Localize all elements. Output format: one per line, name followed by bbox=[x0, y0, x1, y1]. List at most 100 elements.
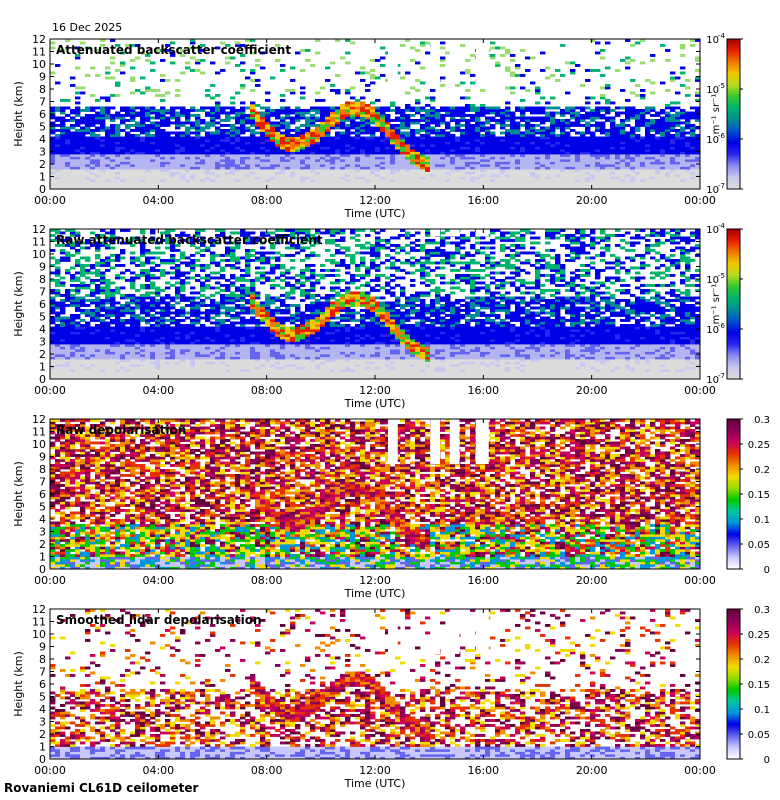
y-axis-label: Height (km) bbox=[12, 81, 25, 147]
colorbar-tick-exponent: -7 bbox=[718, 182, 725, 190]
x-tick-label: 12:00 bbox=[359, 574, 391, 587]
y-tick-label: 3 bbox=[39, 146, 46, 159]
x-tick-label: 16:00 bbox=[467, 764, 499, 777]
heatmap-field bbox=[50, 419, 700, 569]
panel-title: Raw attenuated backscatter coefficient bbox=[56, 233, 323, 247]
x-tick-label: 20:00 bbox=[576, 574, 608, 587]
y-tick-label: 2 bbox=[39, 728, 46, 741]
colorbar-tick-exponent: -5 bbox=[718, 272, 725, 280]
x-tick-label: 08:00 bbox=[251, 574, 283, 587]
y-tick-label: 4 bbox=[39, 323, 46, 336]
y-tick-label: 6 bbox=[39, 108, 46, 121]
y-tick-label: 4 bbox=[39, 703, 46, 716]
y-tick-label: 11 bbox=[32, 46, 46, 59]
colorbar-tick-label: 0.1 bbox=[754, 515, 770, 526]
y-tick-label: 2 bbox=[39, 158, 46, 171]
colorbar-tick-label: 0 bbox=[764, 755, 770, 766]
colorbar-tick-label: 0.05 bbox=[748, 730, 770, 741]
colorbar-tick-exponent: -5 bbox=[718, 82, 725, 90]
x-tick-label: 08:00 bbox=[251, 764, 283, 777]
x-axis-label: Time (UTC) bbox=[344, 397, 406, 410]
colorbar-tick-label: 0.3 bbox=[754, 415, 770, 426]
y-tick-label: 10 bbox=[32, 58, 46, 71]
y-axis-label: Height (km) bbox=[12, 461, 25, 527]
x-tick-label: 04:00 bbox=[142, 574, 174, 587]
y-tick-label: 4 bbox=[39, 513, 46, 526]
y-tick-label: 1 bbox=[39, 361, 46, 374]
x-tick-label: 20:00 bbox=[576, 194, 608, 207]
y-tick-label: 12 bbox=[32, 223, 46, 236]
y-tick-label: 5 bbox=[39, 121, 46, 134]
colorbar-tick-label: 0.25 bbox=[748, 440, 770, 451]
y-tick-label: 8 bbox=[39, 653, 46, 666]
x-axis-label: Time (UTC) bbox=[344, 587, 406, 600]
y-tick-label: 10 bbox=[32, 438, 46, 451]
colorbar-tick-label: 0.1 bbox=[754, 705, 770, 716]
y-tick-label: 1 bbox=[39, 551, 46, 564]
panel-title: Smoothed lidar depolarisation bbox=[56, 613, 262, 627]
colorbar-tick-exponent: -7 bbox=[718, 372, 725, 380]
panel-title: Attenuated backscatter coefficient bbox=[56, 43, 291, 57]
colorbar: 00.050.10.150.20.250.3 bbox=[727, 605, 770, 766]
colorbar-tick-label: 0.3 bbox=[754, 605, 770, 616]
y-tick-label: 3 bbox=[39, 526, 46, 539]
x-axis-label: Time (UTC) bbox=[344, 777, 406, 790]
y-tick-label: 1 bbox=[39, 741, 46, 754]
colorbar-tick-exponent: -4 bbox=[718, 222, 726, 230]
y-tick-label: 12 bbox=[32, 603, 46, 616]
x-tick-label: 00:00 bbox=[34, 764, 66, 777]
y-tick-label: 7 bbox=[39, 666, 46, 679]
x-tick-label: 16:00 bbox=[467, 574, 499, 587]
y-tick-label: 8 bbox=[39, 273, 46, 286]
x-tick-label: 12:00 bbox=[359, 764, 391, 777]
y-tick-label: 5 bbox=[39, 501, 46, 514]
colorbar-tick-label: 0.05 bbox=[748, 540, 770, 551]
y-tick-label: 9 bbox=[39, 261, 46, 274]
y-tick-label: 7 bbox=[39, 286, 46, 299]
x-tick-label: 20:00 bbox=[576, 384, 608, 397]
colorbar-tick-label: 0.2 bbox=[754, 655, 770, 666]
y-tick-label: 6 bbox=[39, 678, 46, 691]
x-tick-label: 00:00 bbox=[34, 574, 66, 587]
y-tick-label: 3 bbox=[39, 336, 46, 349]
colorbar-tick-label: 0.15 bbox=[748, 490, 770, 501]
y-tick-label: 2 bbox=[39, 348, 46, 361]
y-tick-label: 6 bbox=[39, 488, 46, 501]
x-tick-label: 00:00 bbox=[34, 194, 66, 207]
colorbar: 10-710-610-510 -4m⁻¹ sr⁻¹ bbox=[706, 32, 743, 196]
y-axis-label: Height (km) bbox=[12, 651, 25, 717]
y-tick-label: 11 bbox=[32, 236, 46, 249]
y-tick-label: 10 bbox=[32, 248, 46, 261]
y-tick-label: 8 bbox=[39, 463, 46, 476]
y-tick-label: 11 bbox=[32, 426, 46, 439]
y-tick-label: 7 bbox=[39, 96, 46, 109]
y-tick-label: 7 bbox=[39, 476, 46, 489]
y-tick-label: 9 bbox=[39, 451, 46, 464]
x-tick-label: 04:00 bbox=[142, 764, 174, 777]
x-tick-label: 04:00 bbox=[142, 384, 174, 397]
colorbar: 10-710-610-510 -4m⁻¹ sr⁻¹ bbox=[706, 222, 743, 386]
panel-title: Raw depolarisation bbox=[56, 423, 186, 437]
y-tick-label: 12 bbox=[32, 33, 46, 46]
x-tick-label: 00:00 bbox=[684, 574, 716, 587]
y-tick-label: 8 bbox=[39, 83, 46, 96]
colorbar-unit: m⁻¹ sr⁻¹ bbox=[711, 94, 722, 135]
x-tick-label: 08:00 bbox=[251, 194, 283, 207]
x-tick-label: 20:00 bbox=[576, 764, 608, 777]
y-tick-label: 5 bbox=[39, 691, 46, 704]
x-tick-label: 12:00 bbox=[359, 194, 391, 207]
colorbar-tick-label: 0.2 bbox=[754, 465, 770, 476]
x-axis-label: Time (UTC) bbox=[344, 207, 406, 220]
y-tick-label: 5 bbox=[39, 311, 46, 324]
colorbar-tick-label: 0.25 bbox=[748, 630, 770, 641]
y-tick-label: 2 bbox=[39, 538, 46, 551]
colorbar-unit: m⁻¹ sr⁻¹ bbox=[711, 284, 722, 325]
colorbar: 00.050.10.150.20.250.3 bbox=[727, 415, 770, 576]
y-tick-label: 11 bbox=[32, 616, 46, 629]
x-tick-label: 16:00 bbox=[467, 384, 499, 397]
